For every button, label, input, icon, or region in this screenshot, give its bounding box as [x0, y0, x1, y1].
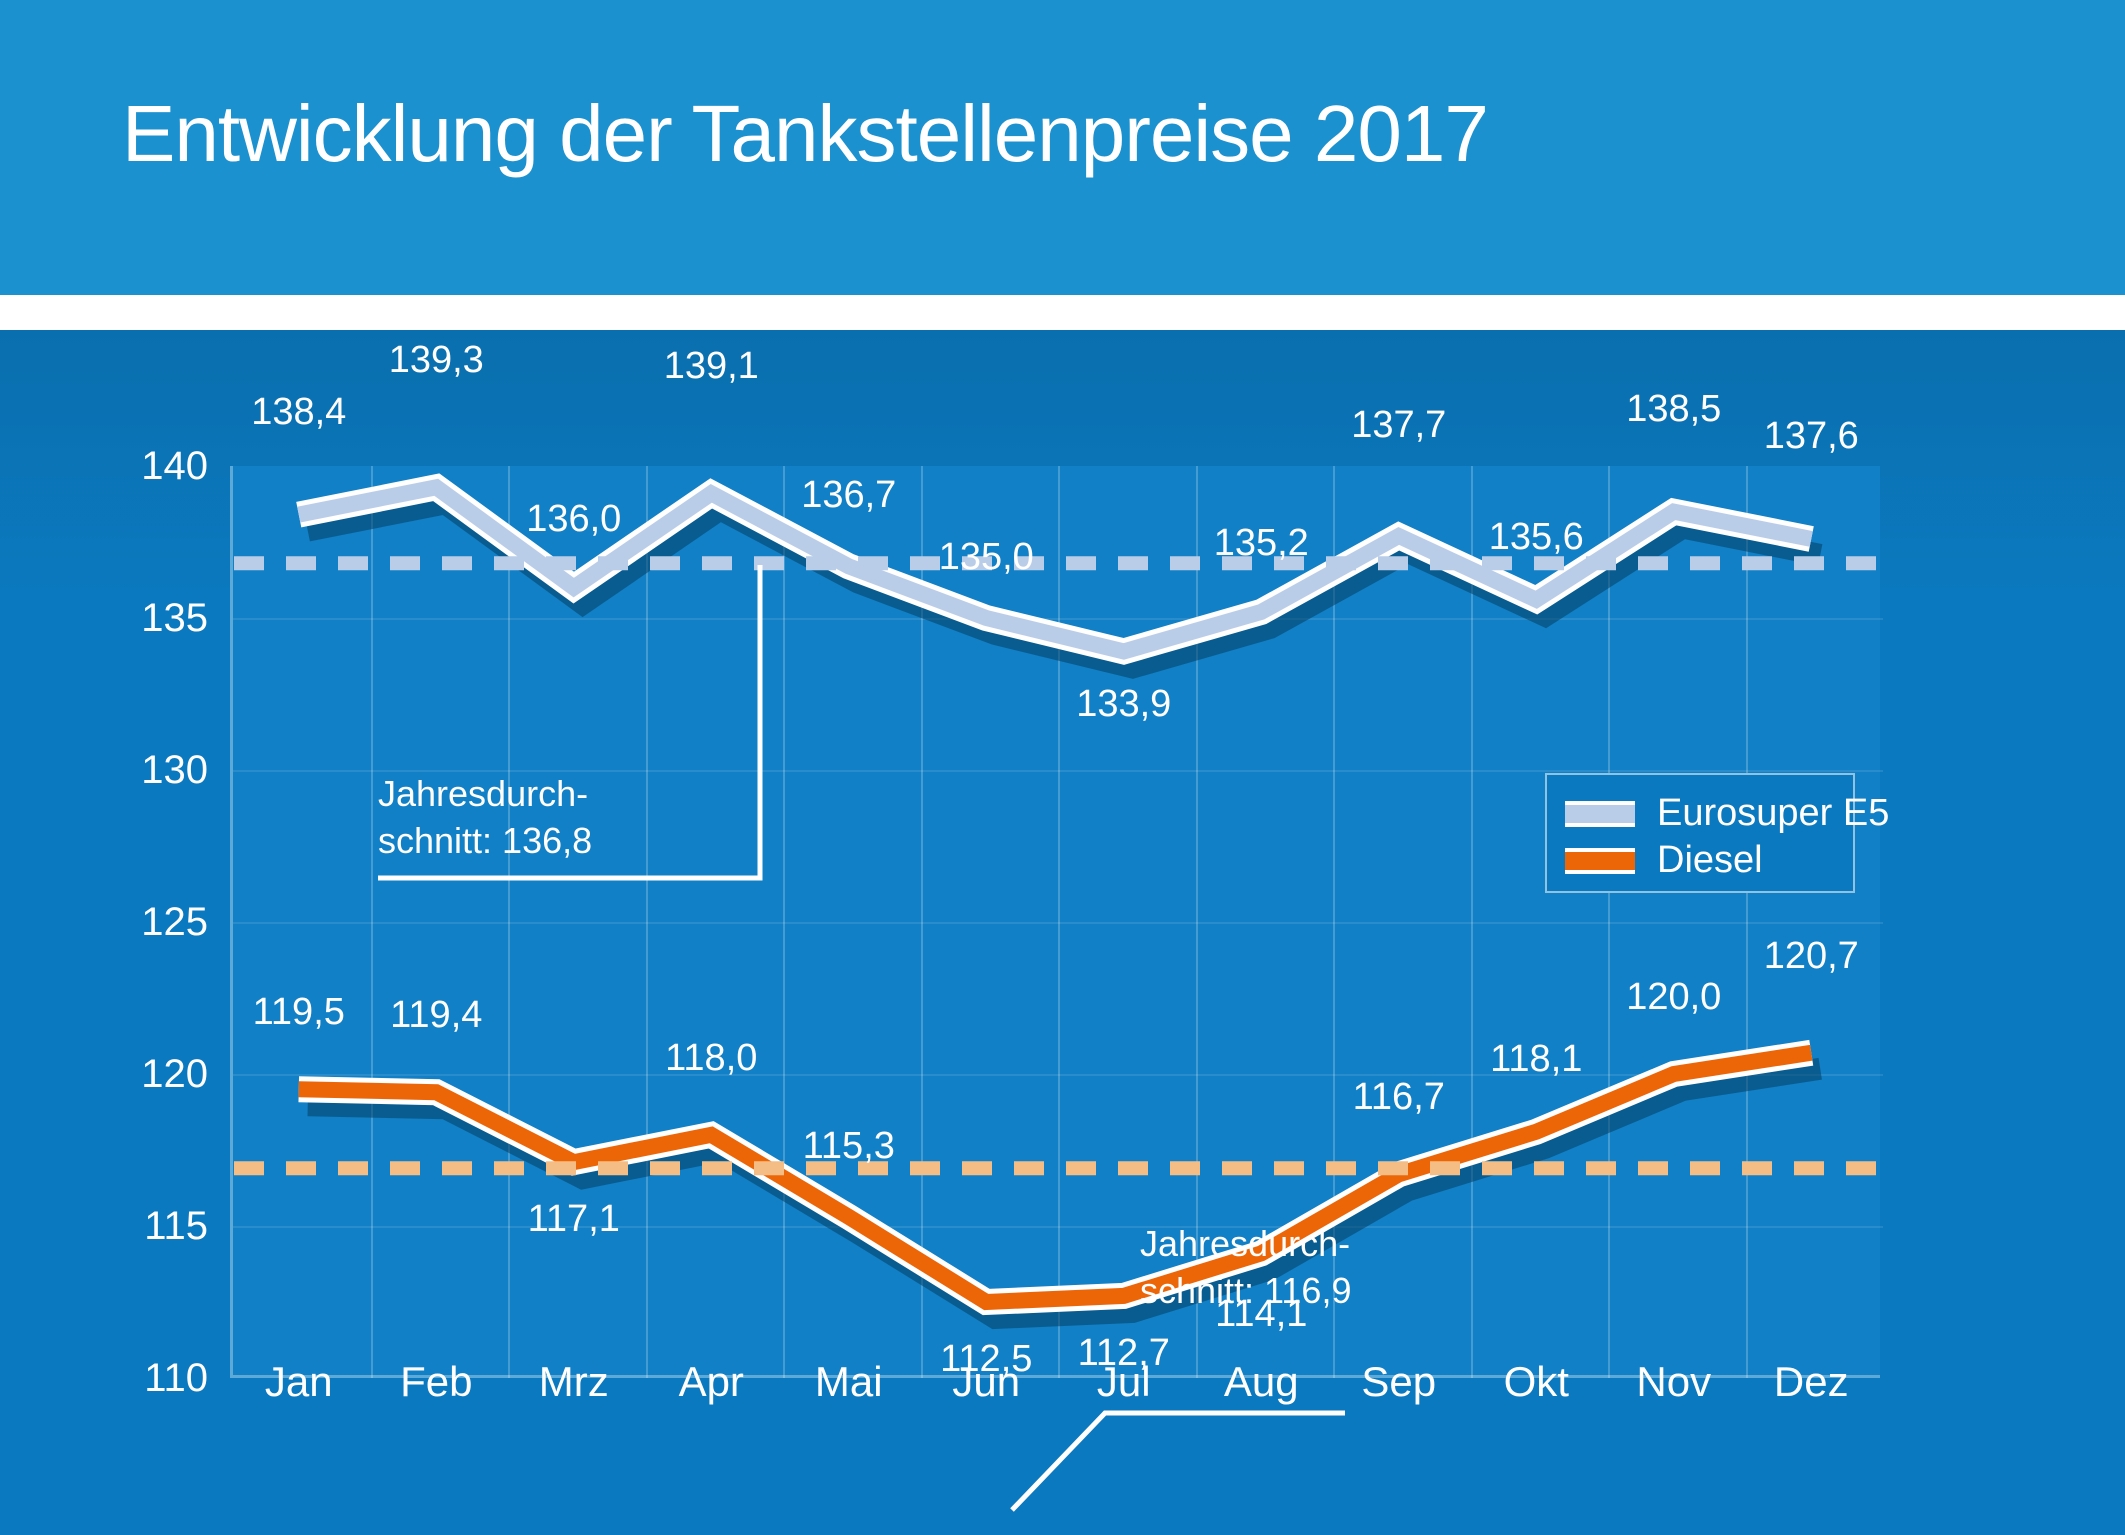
vertical-gridline [1470, 466, 1473, 1378]
annotation-line-1: Jahresdurch- [378, 773, 589, 814]
vertical-gridline [1058, 466, 1060, 1378]
data-label: 139,1 [663, 345, 759, 388]
x-axis-tick-label: Mai [814, 1358, 883, 1405]
x-axis-tick-label: Apr [678, 1358, 744, 1405]
legend-label-eurosuper: Eurosuper E5 [1657, 792, 1890, 834]
x-axis-tick-label: Dez [1773, 1358, 1849, 1405]
data-label: 112,5 [940, 1338, 1033, 1380]
x-axis-tick-label: Aug [1223, 1358, 1299, 1405]
data-label: 116,7 [1352, 1076, 1445, 1119]
data-label: 137,6 [1763, 414, 1859, 457]
data-label: 133,9 [1076, 683, 1172, 726]
y-axis-tick: 135 [141, 596, 208, 640]
annotation-line-2: schnitt: 136,8 [378, 820, 593, 861]
legend-swatch-diesel [1565, 848, 1635, 874]
y-axis-tick: 120 [141, 1052, 208, 1096]
y-axis-tick: 130 [141, 748, 208, 792]
data-label: 137,7 [1351, 403, 1447, 446]
horizontal-gridline [233, 770, 1883, 772]
annotation-0: Jahresdurch-schnitt: 136,8 [378, 770, 592, 864]
data-label: 138,5 [1626, 387, 1722, 430]
y-axis-tick: 115 [144, 1204, 208, 1248]
callout-lines [378, 565, 1345, 1512]
data-label: 138,4 [251, 390, 347, 433]
data-label: 117,1 [527, 1198, 620, 1241]
callout-leader [1010, 1410, 1345, 1512]
data-label: 139,3 [388, 339, 484, 382]
x-axis-tick-label: Nov [1636, 1358, 1712, 1405]
data-label: 115,3 [802, 1124, 895, 1167]
vertical-gridline [1333, 466, 1335, 1378]
data-label: 136,7 [801, 474, 897, 517]
legend-swatch-eurosuper [1565, 801, 1635, 827]
x-axis-tick-label: Jun [952, 1358, 1021, 1405]
vertical-gridline [645, 466, 648, 1378]
data-label: 120,0 [1626, 976, 1722, 1018]
vertical-gridline [1745, 466, 1748, 1378]
horizontal-gridline [233, 922, 1883, 924]
callout-leader [378, 565, 763, 881]
vertical-gridline [783, 466, 785, 1378]
y-axis-tick: 125 [141, 900, 208, 944]
data-label: 135,0 [938, 536, 1034, 578]
y-axis: 140 135 130 125 120 115 110 [60, 330, 208, 1535]
vertical-gridline [1195, 466, 1198, 1378]
data-label: 120,7 [1763, 934, 1859, 977]
horizontal-gridline [233, 618, 1883, 620]
series-line-1 [298, 1044, 1813, 1311]
data-label: 114,1 [1215, 1293, 1308, 1336]
annotation-line-2: schnitt: 116,9 [1140, 1270, 1352, 1311]
data-label: 119,4 [390, 994, 483, 1037]
vertical-gridline [1608, 466, 1610, 1378]
data-label: 118,1 [1490, 1037, 1583, 1080]
horizontal-gridline [233, 1074, 1883, 1076]
header-divider [0, 295, 2125, 330]
header-banner: Entwicklung der Tankstellenpreise 2017 [0, 0, 2125, 295]
legend-label-diesel: Diesel [1657, 839, 1763, 881]
horizontal-gridline [233, 1226, 1883, 1228]
series-line-0 [297, 478, 1813, 660]
plot-area [230, 466, 1883, 1378]
data-label: 135,6 [1488, 515, 1584, 558]
x-axis-tick-label: Feb [400, 1358, 473, 1405]
x-axis-tick-label: Okt [1503, 1358, 1569, 1405]
annotation-line-1: Jahresdurch- [1140, 1223, 1351, 1264]
annotation-1: Jahresdurch-schnitt: 116,9 [1140, 1220, 1351, 1314]
data-label: 135,2 [1213, 521, 1309, 564]
series-svg [234, 473, 1880, 1330]
x-axis-tick-label: Jan [264, 1358, 333, 1405]
page-title: Entwicklung der Tankstellenpreise 2017 [122, 89, 1489, 178]
x-axis-tick-label: Sep [1361, 1358, 1437, 1405]
vertical-gridline [920, 466, 923, 1378]
vertical-gridline [508, 466, 510, 1378]
x-axis-tick-label: Mrz [538, 1358, 609, 1405]
data-label: 119,5 [252, 991, 345, 1034]
data-label: 136,0 [526, 497, 622, 540]
data-label: 112,7 [1077, 1331, 1170, 1374]
x-axis-tick-label: Jul [1096, 1358, 1151, 1405]
y-axis-tick: 110 [144, 1356, 208, 1400]
data-label: 118,0 [665, 1036, 758, 1079]
y-axis-tick: 140 [141, 444, 208, 488]
vertical-gridline [370, 466, 373, 1378]
chart-legend[interactable]: Eurosuper E5 Diesel [1545, 773, 1889, 893]
